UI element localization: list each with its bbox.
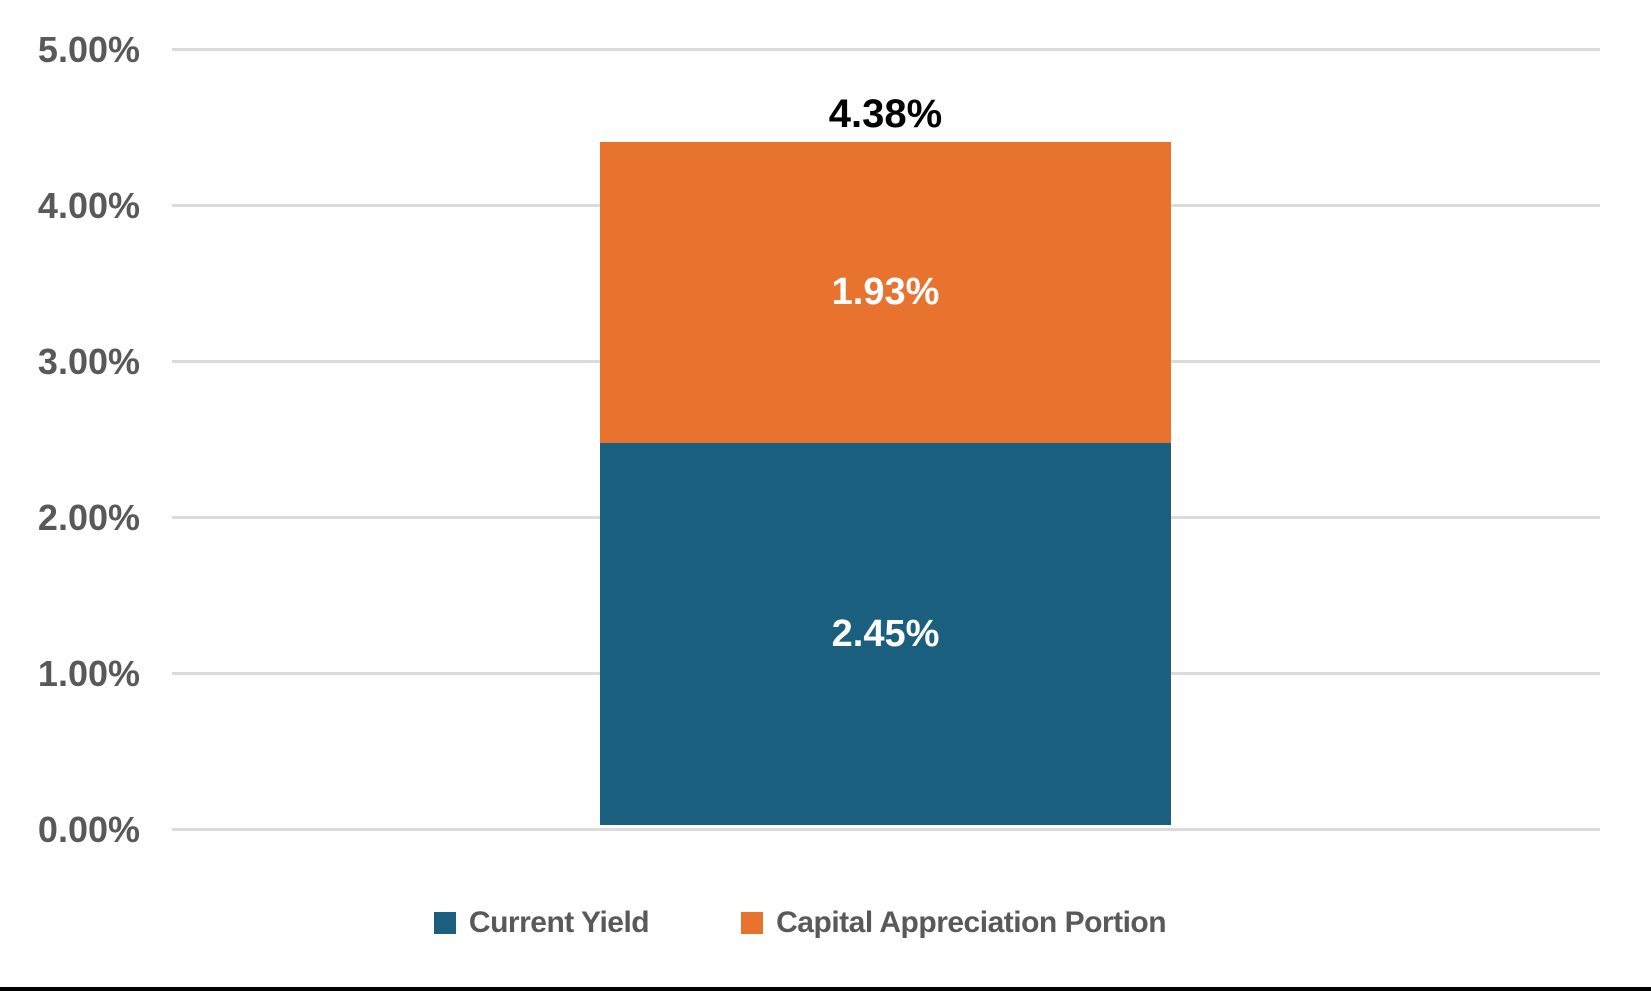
y-tick-2pct: 2.00% <box>37 497 140 538</box>
y-tick-5pct: 5.00% <box>37 29 140 70</box>
segment-data-label: 2.45% <box>831 612 940 655</box>
segment-data-label: 1.93% <box>831 271 940 313</box>
legend-label: Capital Appreciation Portion <box>776 906 1167 939</box>
gridline-5pct <box>172 48 1600 51</box>
legend: Current Yield Capital Appreciation Porti… <box>0 904 1600 942</box>
legend-item-current-yield: Current Yield <box>433 906 650 940</box>
y-tick-3pct: 3.00% <box>37 341 140 382</box>
gridline-0pct <box>172 828 1600 831</box>
y-tick-0pct: 0.00% <box>37 809 140 850</box>
bar-segment-capital-appreciation: 1.93% <box>600 142 1171 443</box>
legend-swatch-blue <box>433 912 456 934</box>
bar-segment-current-yield: 2.45% <box>600 443 1171 825</box>
legend-swatch-orange <box>741 912 764 934</box>
y-tick-4pct: 4.00% <box>37 185 140 226</box>
y-tick-1pct: 1.00% <box>37 653 140 694</box>
total-data-label: 4.38% <box>828 92 943 136</box>
legend-item-capital-appreciation: Capital Appreciation Portion <box>741 906 1167 940</box>
legend-label: Current Yield <box>468 906 650 939</box>
